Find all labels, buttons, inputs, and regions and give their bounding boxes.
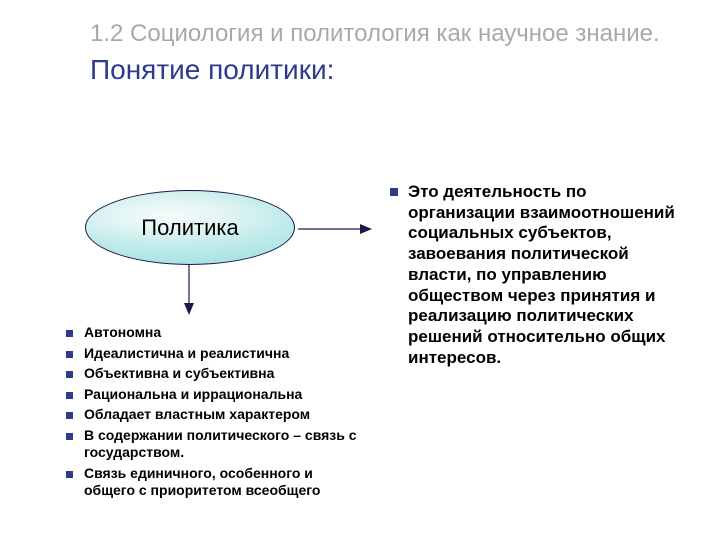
- list-item: Идеалистична и реалистична: [66, 345, 366, 363]
- arrow-down-icon: [182, 265, 196, 315]
- list-item: В содержании политического – связь с гос…: [66, 427, 366, 462]
- title-context: 1.2 Социология и политология как научное…: [90, 18, 680, 50]
- concept-ellipse: Политика: [85, 190, 295, 265]
- definition-list: Это деятельность по организации взаимоот…: [390, 182, 690, 372]
- list-item: Обладает властным характером: [66, 406, 366, 424]
- title-main: Понятие политики:: [90, 52, 680, 88]
- list-item: Автономна: [66, 324, 366, 342]
- ellipse-label: Политика: [141, 215, 238, 241]
- definition-ul: Это деятельность по организации взаимоот…: [390, 182, 690, 369]
- characteristics-ul: Автономна Идеалистична и реалистична Объ…: [66, 324, 366, 500]
- ellipse-shape: Политика: [85, 190, 295, 265]
- list-item: Связь единичного, особенного и общего с …: [66, 465, 366, 500]
- characteristics-list: Автономна Идеалистична и реалистична Объ…: [66, 324, 366, 503]
- arrow-right-icon: [298, 222, 372, 236]
- list-item: Рациональна и иррациональна: [66, 386, 366, 404]
- list-item: Объективна и субъективна: [66, 365, 366, 383]
- title-block: 1.2 Социология и политология как научное…: [90, 18, 680, 89]
- list-item: Это деятельность по организации взаимоот…: [390, 182, 690, 369]
